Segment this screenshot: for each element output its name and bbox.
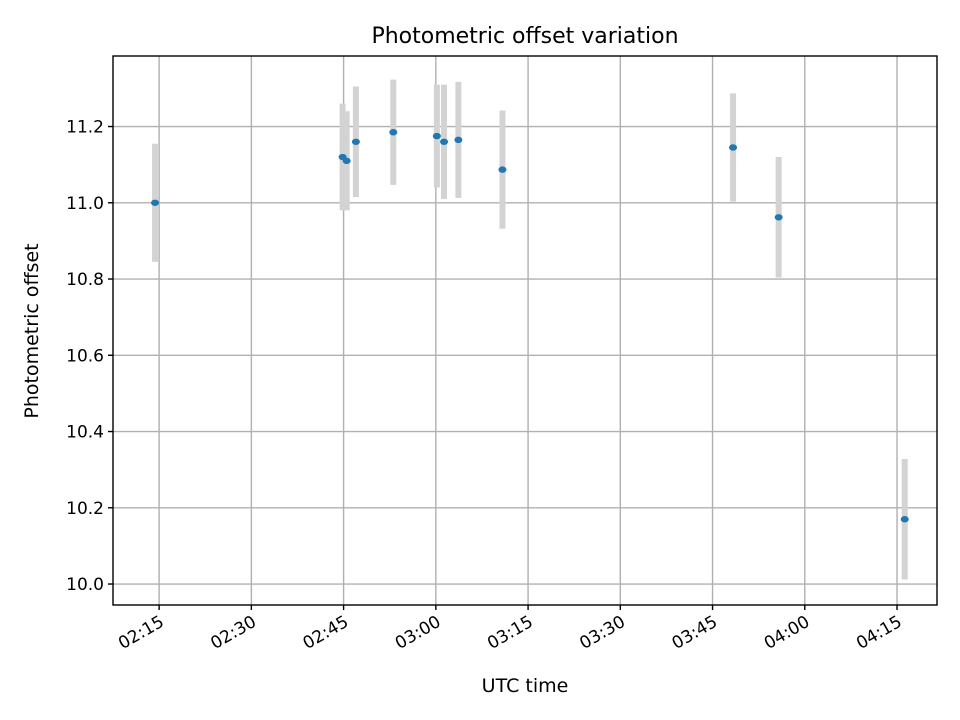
data-point: [151, 199, 160, 206]
x-tick-label: 03:45: [669, 612, 721, 654]
x-tick-label: 03:00: [392, 612, 444, 654]
x-tick-label: 03:30: [576, 612, 628, 654]
x-axis-ticks: 02:15 02:30 02:45 03:00 03:15 03:30 03:45 04:00…: [115, 605, 906, 654]
y-axis-ticks: 10.0 10.2 10.4 10.6 10.8 11.0 11.2: [66, 118, 113, 595]
data-point: [498, 166, 507, 173]
grid-lines: [113, 56, 937, 605]
plot-frame: [112, 55, 938, 606]
x-tick-label: 02:15: [115, 612, 167, 654]
y-tick-label: 11.0: [66, 194, 104, 214]
data-point: [900, 516, 909, 523]
data-points: [151, 129, 909, 523]
y-tick-label: 10.4: [66, 423, 104, 443]
data-point: [342, 157, 351, 165]
x-axis-label: UTC time: [482, 675, 569, 697]
data-point: [454, 136, 463, 144]
error-bars: [152, 79, 908, 580]
data-point: [432, 132, 441, 140]
data-point: [351, 138, 360, 145]
y-tick-label: 10.8: [66, 270, 104, 290]
y-tick-label: 10.2: [66, 499, 104, 519]
y-tick-label: 11.2: [66, 118, 104, 138]
y-tick-label: 10.0: [66, 575, 104, 595]
y-tick-label: 10.6: [66, 346, 104, 366]
x-tick-label: 03:15: [484, 612, 536, 654]
data-point: [440, 138, 449, 145]
x-tick-label: 02:45: [300, 612, 352, 654]
data-point: [774, 214, 783, 221]
x-tick-label: 02:30: [207, 612, 259, 654]
y-axis-label: Photometric offset: [21, 243, 43, 418]
data-point: [389, 129, 398, 136]
chart-title: Photometric offset variation: [371, 24, 678, 49]
data-point: [729, 144, 738, 151]
x-tick-label: 04:15: [853, 612, 905, 654]
x-tick-label: 04:00: [761, 612, 813, 654]
